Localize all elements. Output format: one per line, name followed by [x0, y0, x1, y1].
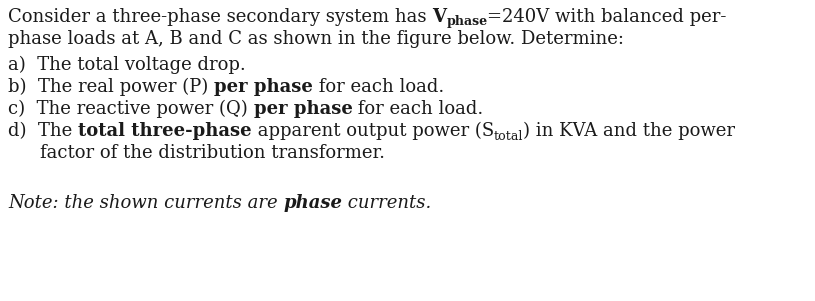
Text: =240V with balanced per-: =240V with balanced per- — [487, 8, 727, 26]
Text: for each load.: for each load. — [313, 78, 444, 96]
Text: phase loads at A, B and C as shown in the figure below. Determine:: phase loads at A, B and C as shown in th… — [8, 30, 624, 48]
Text: Consider a three-phase secondary system has: Consider a three-phase secondary system … — [8, 8, 432, 26]
Text: V: V — [432, 8, 447, 26]
Text: currents.: currents. — [342, 194, 432, 212]
Text: c)  The reactive power (Q): c) The reactive power (Q) — [8, 100, 253, 118]
Text: total three-phase: total three-phase — [78, 122, 252, 140]
Text: ) in KVA and the power: ) in KVA and the power — [523, 122, 735, 140]
Text: a)  The total voltage drop.: a) The total voltage drop. — [8, 56, 246, 74]
Text: for each load.: for each load. — [352, 100, 483, 118]
Text: d)  The: d) The — [8, 122, 78, 140]
Text: apparent output power (S: apparent output power (S — [252, 122, 494, 140]
Text: Note: the shown currents are: Note: the shown currents are — [8, 194, 284, 212]
Text: phase: phase — [284, 194, 342, 212]
Text: per phase: per phase — [214, 78, 313, 96]
Text: phase: phase — [447, 15, 487, 29]
Text: per phase: per phase — [253, 100, 352, 118]
Text: b)  The real power (P): b) The real power (P) — [8, 78, 214, 96]
Text: factor of the distribution transformer.: factor of the distribution transformer. — [40, 144, 385, 162]
Text: total: total — [494, 129, 523, 142]
